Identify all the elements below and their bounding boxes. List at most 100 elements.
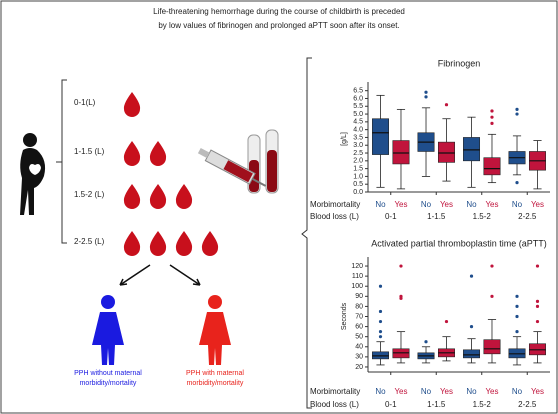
outlier [515, 305, 518, 308]
group-label: 2-2.5 [518, 400, 537, 409]
y-tick-label: 100 [351, 283, 363, 290]
y-tick-label: 5.0 [353, 111, 363, 118]
subgroup-label: No [512, 387, 523, 396]
y-tick-label: 110 [352, 273, 363, 280]
title-line: Life-threatening hemorrhage during the c… [153, 7, 405, 16]
outlier [536, 305, 539, 308]
outlier [379, 320, 382, 323]
outlier [515, 108, 518, 111]
outlier [470, 325, 473, 328]
subgroup-label: No [375, 200, 386, 209]
outlier [490, 116, 493, 119]
y-tick-label: 3.0 [353, 142, 363, 149]
outlier [515, 181, 518, 184]
chart-title: Activated partial thromboplastin time (a… [371, 238, 547, 248]
y-tick-label: 1.5 [353, 165, 363, 172]
y-tick-label: 0.5 [353, 181, 363, 188]
box [484, 340, 500, 354]
group-label: 1-1.5 [427, 212, 446, 221]
group-label: 2-2.5 [518, 212, 537, 221]
blood-loss-label: 2-2.5 (L) [74, 237, 105, 246]
outlier [536, 320, 539, 323]
y-tick-label: 60 [355, 323, 363, 330]
row-label: Blood loss (L) [310, 212, 359, 221]
box [463, 137, 479, 160]
outlier [424, 95, 427, 98]
outlier [515, 330, 518, 333]
y-tick-label: 20 [355, 364, 363, 371]
subgroup-label: Yes [531, 387, 544, 396]
y-tick-label: 3.5 [353, 134, 363, 141]
y-tick-label: 2.0 [353, 158, 363, 165]
y-tick-label: 120 [351, 263, 363, 270]
outcome-label: morbidity/mortality [80, 380, 137, 387]
y-tick-label: 6.0 [353, 95, 363, 102]
y-tick-label: 30 [355, 354, 363, 361]
outlier [445, 103, 448, 106]
blood-loss-label: 1.5-2 (L) [74, 190, 105, 199]
y-tick-label: 4.0 [353, 126, 363, 133]
subgroup-label: Yes [394, 387, 407, 396]
outlier [536, 300, 539, 303]
y-tick-label: 40 [355, 344, 363, 351]
box [484, 158, 500, 175]
group-label: 0-1 [385, 212, 397, 221]
row-label: Morbimortality [310, 200, 360, 209]
group-label: 1.5-2 [473, 400, 492, 409]
outlier [424, 340, 427, 343]
subgroup-label: No [421, 200, 432, 209]
outlier [536, 264, 539, 267]
outlier [379, 285, 382, 288]
outlier [399, 297, 402, 300]
y-tick-label: 4.5 [353, 119, 363, 126]
outcome-label: morbidity/mortality [187, 380, 244, 387]
outlier [490, 264, 493, 267]
subgroup-label: Yes [440, 387, 453, 396]
outlier [515, 112, 518, 115]
subgroup-label: Yes [394, 200, 407, 209]
y-tick-label: 50 [355, 334, 363, 341]
box [393, 141, 409, 164]
person-head [101, 295, 115, 309]
outlier [515, 295, 518, 298]
box [463, 350, 479, 358]
group-label: 1-1.5 [427, 400, 446, 409]
subgroup-label: Yes [485, 387, 498, 396]
subgroup-label: No [466, 200, 477, 209]
outcome-label: PPH with maternal [186, 370, 244, 377]
subgroup-label: No [421, 387, 432, 396]
outlier [470, 275, 473, 278]
y-tick-label: 0.0 [353, 189, 363, 196]
outcome-label: PPH without maternal [74, 370, 142, 377]
outlier [424, 91, 427, 94]
outlier [445, 320, 448, 323]
subgroup-label: Yes [440, 200, 453, 209]
graphical-abstract: Life-threatening hemorrhage during the c… [0, 0, 558, 414]
outlier [379, 335, 382, 338]
outlier [490, 122, 493, 125]
row-label: Morbimortality [310, 387, 360, 396]
y-axis-label: Seconds [341, 302, 348, 330]
y-tick-label: 1.0 [353, 173, 363, 180]
y-tick-label: 90 [355, 293, 363, 300]
blood-loss-label: 0-1(L) [74, 98, 96, 107]
subgroup-label: No [375, 387, 386, 396]
subgroup-label: Yes [485, 200, 498, 209]
outlier [399, 264, 402, 267]
y-tick-label: 5.5 [353, 103, 363, 110]
y-tick-label: 6.5 [353, 88, 363, 95]
title-line: by low values of fibrinogen and prolonge… [158, 21, 399, 30]
group-label: 0-1 [385, 400, 397, 409]
chart-title: Fibrinogen [438, 58, 481, 68]
y-tick-label: 2.5 [353, 150, 363, 157]
person-head [208, 295, 222, 309]
subgroup-label: No [466, 387, 477, 396]
outlier [379, 330, 382, 333]
subgroup-label: No [512, 200, 523, 209]
outlier [515, 315, 518, 318]
box [438, 142, 454, 162]
subgroup-label: Yes [531, 200, 544, 209]
y-tick-label: 80 [355, 303, 363, 310]
outlier [379, 310, 382, 313]
y-tick-label: 70 [355, 313, 363, 320]
